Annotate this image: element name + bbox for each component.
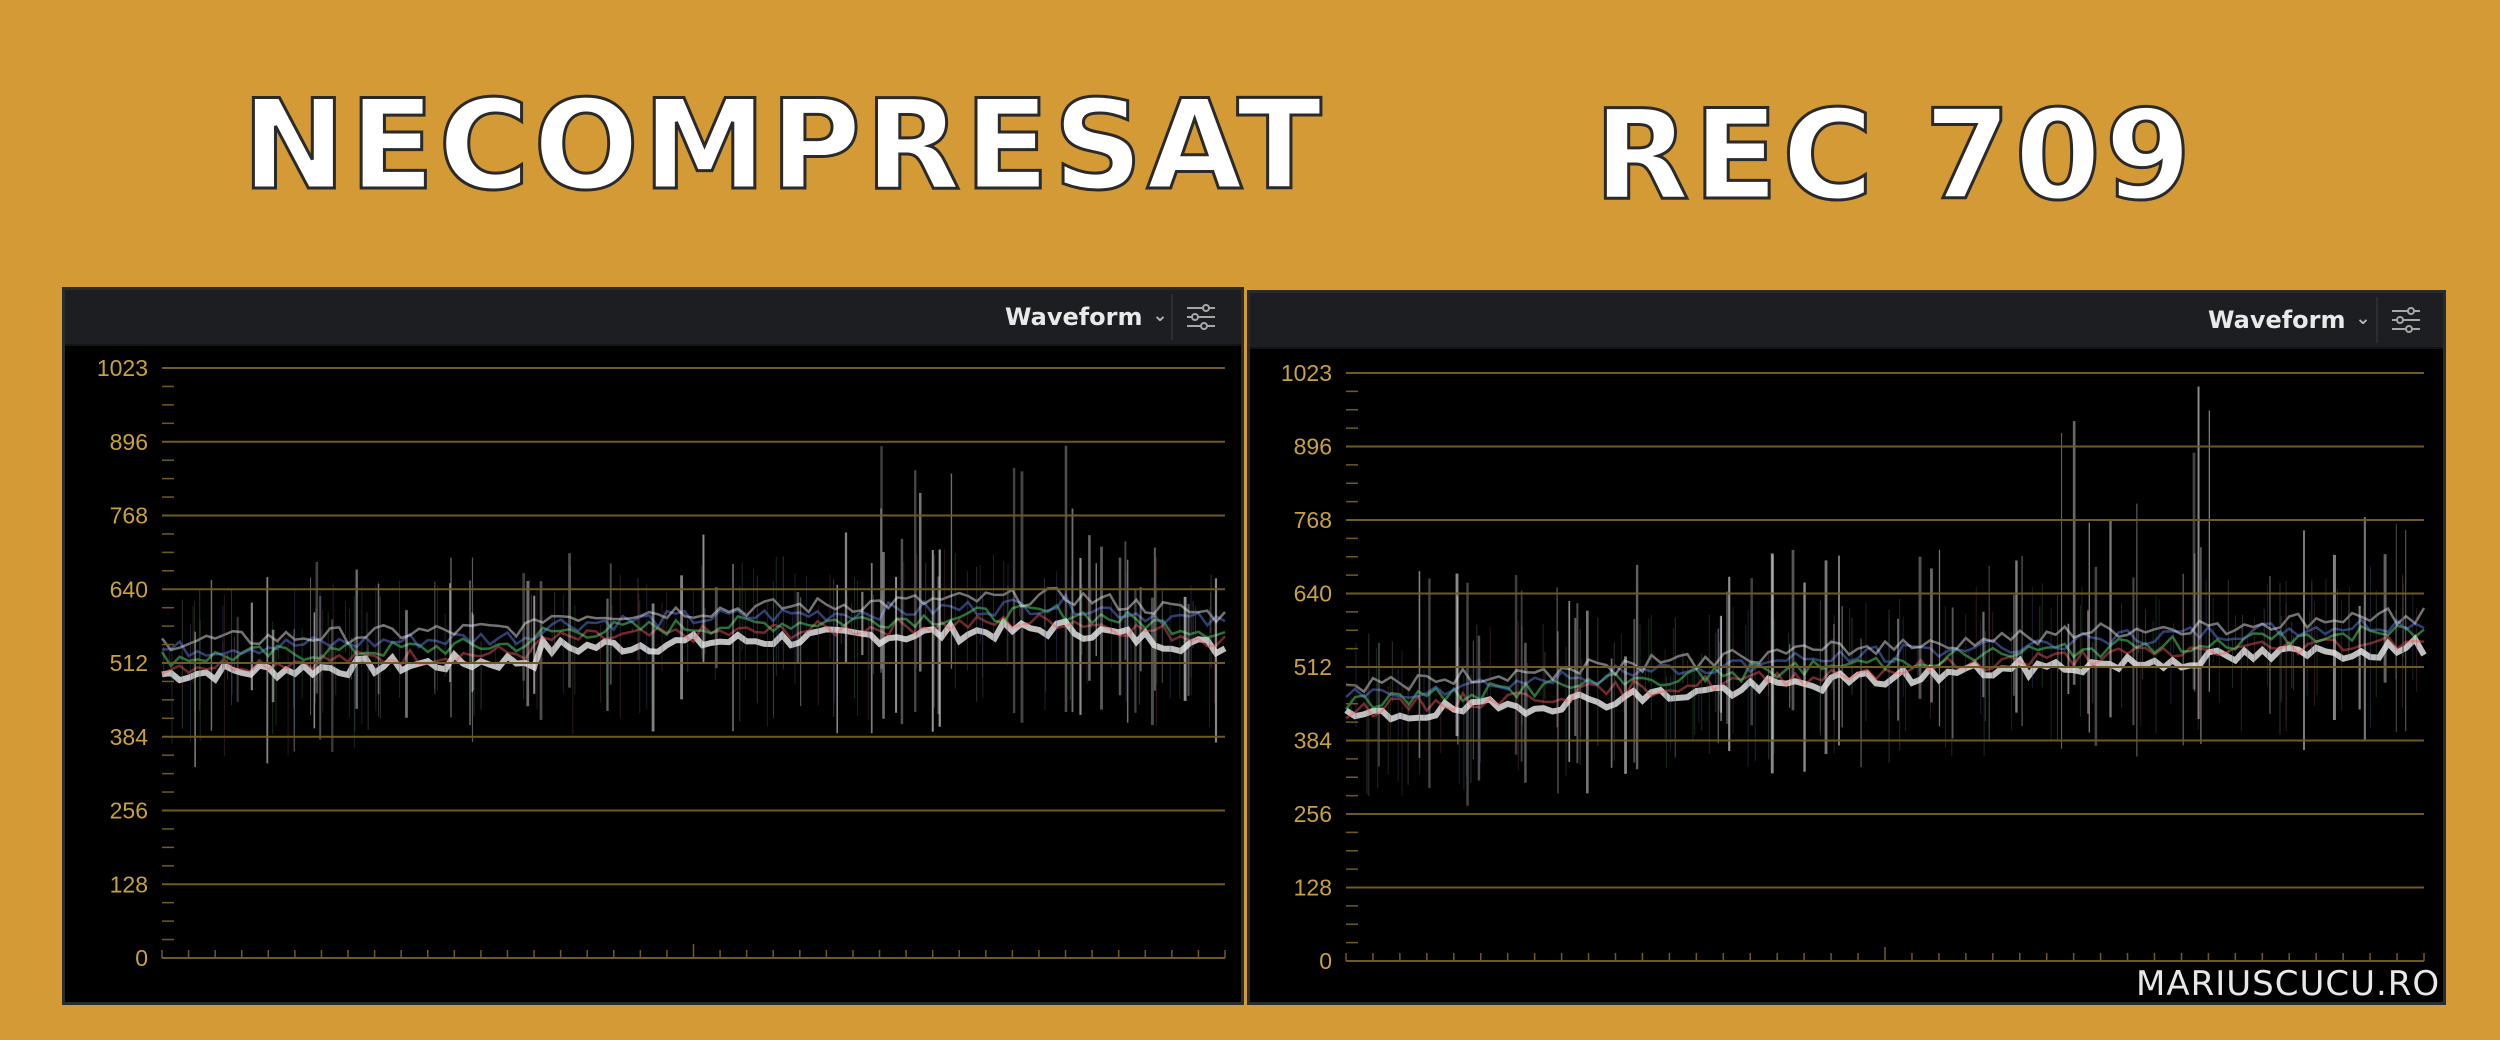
waveform-panel-right: Waveform ⌄ 1023 896 768 640 512 384 256 128 0 xyxy=(1247,290,2446,1005)
scale-label: 128 xyxy=(110,871,148,897)
scale-label: 0 xyxy=(1319,948,1332,974)
scope-mode-dropdown[interactable]: Waveform ⌄ xyxy=(2208,293,2371,347)
waveform-trace xyxy=(1344,386,2427,806)
scale-label: 512 xyxy=(110,650,148,676)
waveform-line xyxy=(161,617,1227,684)
waveform-line xyxy=(1345,635,2425,720)
scope-settings-button[interactable] xyxy=(2376,297,2434,343)
scale-label: 768 xyxy=(1294,507,1332,533)
waveform-panel-left: Waveform ⌄ 1023 896 768 640 512 384 256 128 0 xyxy=(62,287,1244,1005)
waveform-line xyxy=(1345,624,2425,710)
scale-label: 640 xyxy=(110,576,148,602)
watermark: MARIUSCUCU.RO xyxy=(2136,964,2441,1004)
waveform-line xyxy=(161,612,1226,676)
scale-label: 128 xyxy=(1294,875,1332,901)
scale-label: 640 xyxy=(1294,581,1332,607)
scale-label: 1023 xyxy=(1281,360,1332,386)
scale-label: 384 xyxy=(1294,728,1333,754)
scale-label: 768 xyxy=(110,503,148,529)
scale-label: 384 xyxy=(110,724,149,750)
scale-label: 1023 xyxy=(97,355,148,381)
title-rec709: REC 709 xyxy=(1592,84,2196,228)
scope-toolbar: Waveform ⌄ xyxy=(65,290,1241,346)
sliders-icon xyxy=(2392,307,2420,333)
scope-mode-dropdown[interactable]: Waveform ⌄ xyxy=(1005,290,1168,344)
scope-mode-label: Waveform xyxy=(1005,303,1143,331)
waveform-scope: 1023 896 768 640 512 384 256 128 0 xyxy=(65,346,1241,1002)
waveform-line xyxy=(1345,606,2426,694)
chevron-down-icon: ⌄ xyxy=(1152,304,1168,326)
waveform-graticule: 1023 896 768 640 512 384 256 128 0 xyxy=(97,355,1227,971)
scale-label: 256 xyxy=(110,798,148,824)
scale-label: 0 xyxy=(135,945,148,971)
waveform-scope: 1023 896 768 640 512 384 256 128 0 xyxy=(1250,349,2443,1002)
scale-label: 512 xyxy=(1294,654,1332,680)
scope-settings-button[interactable] xyxy=(1171,294,1229,340)
title-uncompressed: NECOMPRESAT xyxy=(241,74,1326,218)
waveform-line xyxy=(1345,617,2425,699)
scope-mode-label: Waveform xyxy=(2208,306,2346,334)
waveform-line xyxy=(1344,634,2427,723)
waveform-line xyxy=(161,593,1226,658)
waveform-graticule: 1023 896 768 640 512 384 256 128 0 xyxy=(1281,360,2427,974)
scale-label: 896 xyxy=(1294,434,1332,460)
sliders-icon xyxy=(1187,304,1215,330)
waveform-line xyxy=(160,603,1226,668)
scale-label: 896 xyxy=(110,429,148,455)
chevron-down-icon: ⌄ xyxy=(2355,307,2371,329)
scope-toolbar: Waveform ⌄ xyxy=(1250,293,2443,349)
scale-label: 256 xyxy=(1294,801,1332,827)
waveform-trace xyxy=(160,445,1227,768)
